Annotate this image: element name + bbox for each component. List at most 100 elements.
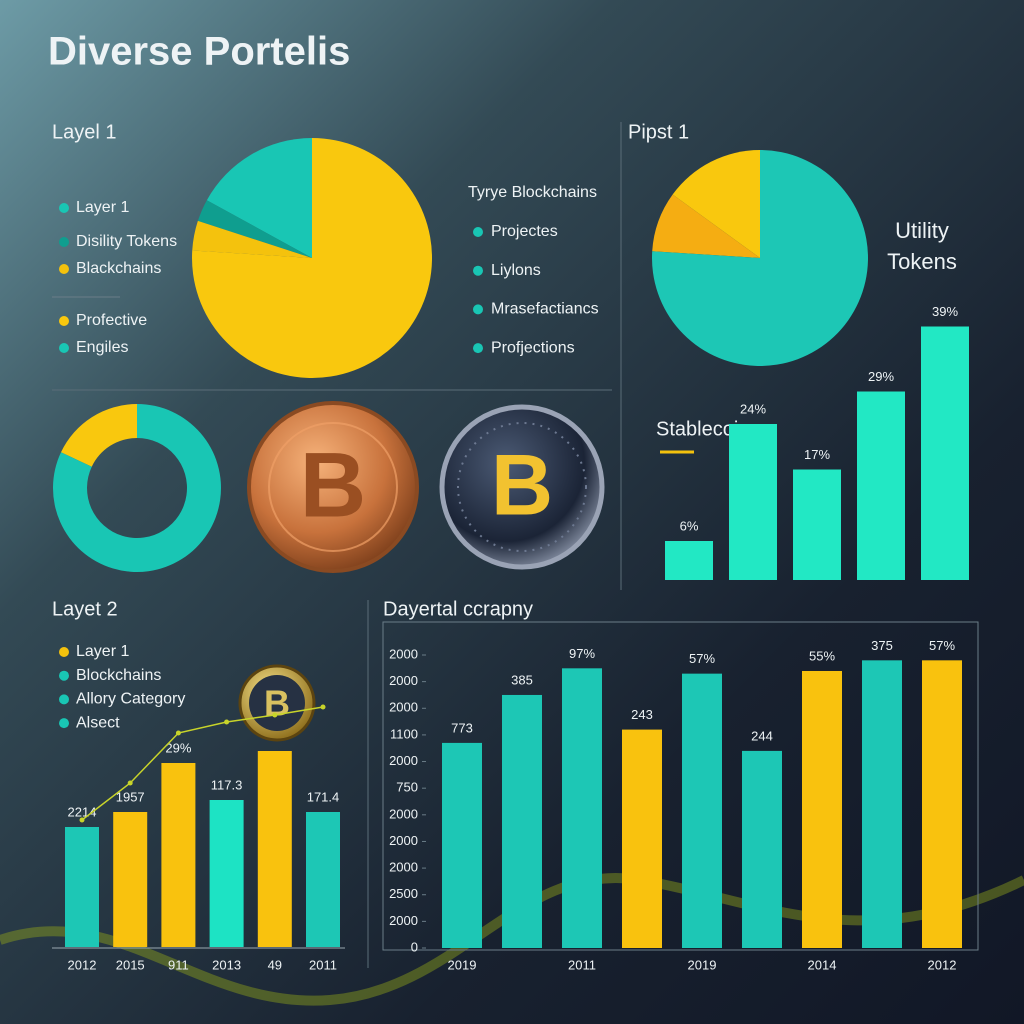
y-tick-label: 2000 [389, 753, 418, 768]
bar [802, 670, 842, 948]
bar-annotation: 385 [511, 672, 533, 687]
coin-symbol: B [491, 438, 553, 534]
legend-dot [59, 343, 69, 353]
y-tick-label: 2500 [389, 886, 418, 901]
x-tick-label: 2011 [568, 957, 596, 972]
chart-title: Layel 1 [52, 121, 117, 143]
x-tick-label: 2011 [309, 957, 337, 972]
chart-frame [382, 621, 979, 951]
bar [562, 668, 602, 948]
bar [793, 469, 841, 580]
coin: B [238, 664, 316, 742]
pie-slice [206, 138, 312, 258]
legend-dot [59, 316, 69, 326]
value-label: 24% [740, 401, 766, 416]
legend-label: Profjections [491, 339, 575, 356]
bar-annotation: 117.3 [211, 777, 243, 792]
trend-point [175, 730, 181, 736]
value-label: 6% [680, 518, 699, 533]
bar-annotation: 243 [631, 707, 653, 722]
bar [209, 800, 244, 947]
y-tick-label: 2000 [389, 860, 418, 875]
donut-slice [52, 404, 221, 573]
x-tick-label: 2012 [68, 957, 97, 972]
bar-annotation: 57% [929, 638, 955, 653]
legend-label: Blackchains [76, 260, 161, 277]
value-label: 29% [868, 369, 894, 384]
legend-dot [59, 670, 69, 681]
bar [862, 660, 902, 948]
legend-label: Profective [76, 312, 147, 329]
pie-slice [197, 200, 312, 258]
coin-symbol: B [264, 683, 290, 724]
legend-label: Blockchains [76, 667, 161, 684]
x-tick-label: 49 [268, 957, 282, 972]
legend-dot [473, 304, 483, 315]
bar [622, 729, 662, 948]
legend-dot [59, 718, 69, 729]
bar [857, 391, 905, 580]
trend-point [224, 719, 230, 725]
legend-label: Liylons [491, 262, 541, 279]
trend-point [127, 780, 133, 786]
donut-slice [60, 404, 137, 467]
legend-label: Engiles [76, 339, 128, 356]
bar [442, 742, 482, 948]
legend-label: Projectes [491, 223, 558, 240]
bar-annotation: 55% [809, 648, 835, 663]
x-tick-label: 911 [168, 957, 189, 972]
chart-title: Dayertal ccrapny [383, 598, 533, 620]
y-tick-label: 1100 [390, 726, 418, 741]
bar-annotation: 244 [751, 728, 773, 743]
pie-slice [652, 194, 760, 258]
chart-title: Pipst 1 [628, 121, 689, 143]
legend-dot [59, 264, 69, 274]
legend-dot [59, 647, 69, 657]
y-tick-label: 2000 [389, 913, 418, 928]
trend-point [79, 817, 85, 823]
coin: B [247, 401, 419, 573]
y-tick-label: 2000 [389, 673, 418, 688]
y-tick-label: 2000 [389, 646, 418, 661]
bar-annotation: 2214 [68, 804, 97, 819]
y-tick-label: 2000 [389, 700, 418, 715]
legend-dot [473, 227, 483, 237]
x-tick-label: 2019 [688, 957, 717, 972]
pie-slice [192, 220, 312, 258]
legend-label: Mrasefactiancs [491, 301, 599, 318]
trend-point [272, 712, 278, 718]
legend-dot [59, 203, 69, 213]
coin: B [439, 404, 605, 570]
bar [922, 660, 962, 948]
bar [665, 541, 713, 580]
coin-symbol: B [300, 434, 366, 536]
bar-annotation: 773 [451, 720, 473, 735]
pie-slice [651, 150, 868, 367]
y-tick-label: 2000 [389, 833, 418, 848]
x-tick-label: 2014 [808, 957, 837, 972]
y-tick-label: 0 [411, 939, 418, 954]
bar-annotation: 375 [871, 638, 893, 653]
legend-label: Allory Category [76, 691, 185, 708]
bar [113, 812, 148, 947]
legend-label: Alsect [76, 714, 120, 731]
page-title: Diverse Portelis [48, 30, 350, 74]
value-label: 39% [932, 304, 958, 319]
x-tick-label: 2012 [928, 957, 957, 972]
bar [65, 827, 99, 947]
bar [306, 812, 340, 947]
legend-dot [473, 343, 483, 354]
x-tick-label: 2015 [116, 957, 145, 972]
x-tick-label: 2019 [448, 957, 477, 972]
bar [682, 673, 722, 948]
legend-title: Tyrye Blockchains [468, 184, 597, 201]
legend-label: Layer 1 [76, 643, 129, 660]
y-tick-label: 750 [396, 780, 418, 795]
legend-label: Disility Tokens [76, 233, 177, 250]
bar [161, 763, 196, 947]
trend-line [81, 706, 324, 821]
legend-dot [59, 237, 69, 247]
bar-annotation: 97% [569, 646, 595, 661]
